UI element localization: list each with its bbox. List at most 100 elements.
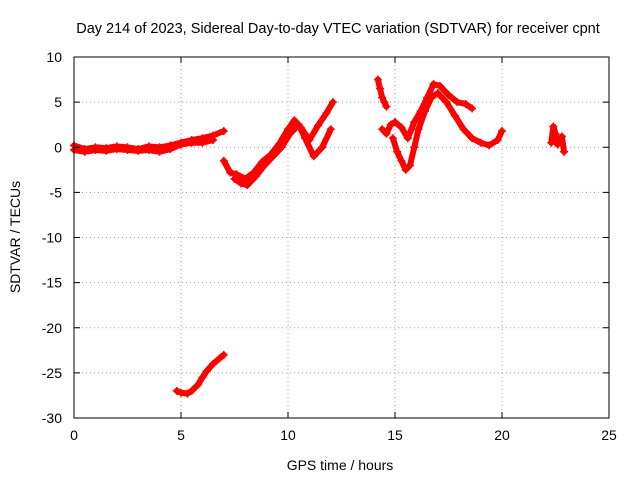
data-series — [70, 75, 569, 398]
data-point — [382, 129, 391, 138]
axis-ticks: 0 5 10 15 20 25 -30 -25 -20 -15 -10 -5 0 5 10 — [42, 49, 617, 443]
data-point — [378, 93, 387, 102]
data-point — [322, 108, 331, 117]
data-point — [294, 120, 303, 129]
y-tick-label: -15 — [42, 275, 62, 291]
data-point — [468, 104, 477, 113]
data-point — [209, 136, 218, 145]
data-point — [172, 386, 181, 395]
data-point — [243, 181, 252, 190]
x-tick-label: 15 — [387, 427, 403, 443]
data-point — [183, 389, 192, 398]
data-point — [230, 174, 239, 183]
data-point — [326, 125, 335, 134]
data-point — [219, 127, 228, 136]
x-tick-label: 5 — [177, 427, 185, 443]
data-point — [134, 146, 143, 155]
data-point — [485, 141, 494, 150]
series-arc3 — [172, 350, 228, 398]
y-tick-label: -20 — [42, 320, 62, 336]
data-point — [410, 143, 419, 152]
data-point — [198, 138, 207, 147]
data-point — [547, 138, 556, 147]
data-point — [301, 134, 310, 143]
data-point — [553, 140, 562, 149]
data-point — [102, 146, 111, 155]
y-tick-label: -10 — [42, 230, 62, 246]
y-tick-label: 10 — [46, 49, 62, 65]
data-point — [429, 80, 438, 89]
data-point — [493, 136, 502, 145]
data-point — [318, 143, 327, 152]
data-point — [123, 145, 132, 154]
y-tick-label: -30 — [42, 410, 62, 426]
data-point — [260, 161, 269, 170]
y-tick-label: -5 — [50, 184, 63, 200]
data-point — [397, 123, 406, 132]
data-point — [187, 138, 196, 147]
data-point — [313, 121, 322, 130]
series-arc8 — [388, 89, 506, 174]
data-point — [549, 122, 558, 131]
series-arc4 — [219, 98, 337, 183]
data-point — [251, 172, 260, 181]
data-point — [91, 145, 100, 154]
data-point — [435, 81, 444, 90]
data-point — [461, 99, 470, 108]
y-tick-label: 0 — [54, 139, 62, 155]
data-point — [459, 125, 468, 134]
data-point — [290, 116, 299, 125]
x-tick-label: 10 — [280, 427, 296, 443]
data-point — [450, 111, 459, 120]
data-point — [112, 145, 121, 154]
data-point — [269, 152, 278, 161]
data-point — [219, 350, 228, 359]
data-point — [427, 93, 436, 102]
data-point — [226, 168, 235, 177]
data-point — [309, 152, 318, 161]
data-point — [215, 354, 224, 363]
series-arc5 — [230, 120, 335, 190]
data-point — [144, 145, 153, 154]
grid — [74, 57, 609, 418]
x-tick-label: 20 — [494, 427, 510, 443]
x-axis-label: GPS time / hours — [287, 457, 394, 473]
data-point — [380, 98, 389, 107]
data-point — [386, 120, 395, 129]
data-point — [219, 156, 228, 165]
data-point — [198, 373, 207, 382]
series-trace — [173, 351, 227, 397]
data-point — [378, 125, 387, 134]
data-point — [476, 138, 485, 147]
data-point — [468, 134, 477, 143]
data-point — [236, 179, 245, 188]
data-point — [177, 140, 185, 149]
series-arc6 — [373, 75, 391, 111]
data-point — [388, 134, 397, 143]
data-point — [393, 147, 402, 156]
y-axis-label: SDTVAR / TECUs — [7, 181, 23, 293]
data-point — [444, 90, 453, 99]
data-point — [551, 129, 560, 138]
data-point — [277, 143, 286, 152]
data-point — [391, 117, 399, 126]
data-point — [557, 132, 566, 141]
chart-title: Day 214 of 2023, Sidereal Day-to-day VTE… — [76, 21, 600, 37]
data-point — [414, 125, 423, 134]
y-tick-label: 5 — [54, 94, 62, 110]
x-tick-label: 25 — [601, 427, 617, 443]
data-point — [442, 98, 451, 107]
data-point — [405, 161, 414, 170]
data-point — [155, 147, 164, 156]
data-point — [328, 98, 337, 107]
y-tick-label: -25 — [42, 365, 62, 381]
data-point — [376, 84, 385, 93]
data-point — [433, 89, 442, 98]
data-point — [453, 98, 462, 107]
data-point — [187, 386, 196, 395]
x-tick-label: 0 — [70, 427, 78, 443]
series-arc9 — [547, 122, 569, 156]
data-point — [202, 367, 211, 376]
data-point — [397, 156, 406, 165]
